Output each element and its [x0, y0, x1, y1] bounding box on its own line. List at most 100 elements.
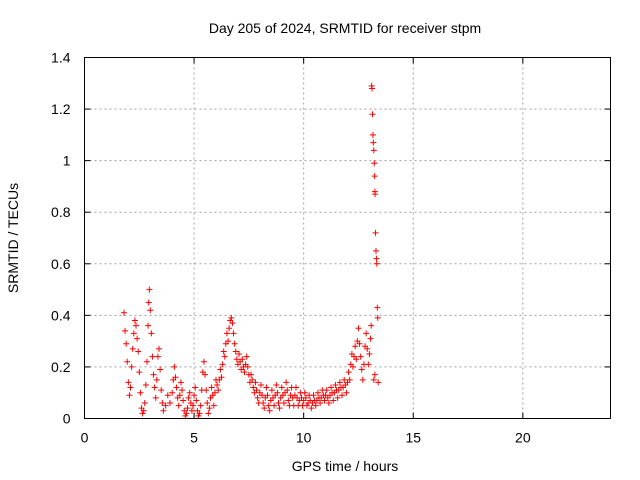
data-point — [303, 402, 310, 409]
data-point — [241, 369, 248, 376]
data-point — [203, 387, 210, 394]
data-point — [141, 400, 148, 407]
data-point — [139, 410, 146, 417]
data-point — [127, 384, 134, 391]
data-point — [369, 111, 376, 118]
data-point — [137, 389, 144, 396]
data-point — [140, 407, 147, 414]
data-point — [373, 260, 380, 267]
axis-ticks — [84, 57, 611, 419]
data-point — [136, 369, 143, 376]
data-point — [339, 392, 346, 399]
data-point — [202, 371, 209, 378]
data-point — [371, 173, 378, 180]
data-point — [169, 389, 176, 396]
data-point — [158, 387, 165, 394]
data-point — [371, 160, 378, 167]
data-point — [125, 379, 132, 386]
data-point — [191, 392, 198, 399]
data-point — [232, 348, 239, 355]
data-point — [250, 384, 257, 391]
data-point — [182, 412, 189, 419]
data-point — [186, 389, 193, 396]
data-point — [356, 340, 363, 347]
y-tick-label: 0.8 — [51, 204, 71, 220]
data-point — [254, 394, 261, 401]
chart-title: Day 205 of 2024, SRMTID for receiver stp… — [209, 20, 481, 36]
data-point — [368, 322, 375, 329]
data-point — [225, 338, 232, 345]
data-point — [193, 397, 200, 404]
data-point — [275, 400, 282, 407]
data-point — [126, 392, 133, 399]
x-tick-label: 5 — [190, 430, 198, 446]
data-point — [218, 374, 225, 381]
data-point — [220, 348, 227, 355]
data-point — [128, 363, 135, 370]
data-point — [367, 335, 374, 342]
data-point — [175, 402, 182, 409]
data-point — [268, 387, 275, 394]
data-point — [278, 384, 285, 391]
data-point — [280, 400, 287, 407]
data-point — [292, 384, 299, 391]
data-point — [257, 381, 264, 388]
data-point — [271, 402, 278, 409]
data-point — [265, 402, 272, 409]
data-point — [363, 330, 370, 337]
data-point — [145, 322, 152, 329]
y-tick-label: 0.6 — [51, 256, 71, 272]
x-tick-label: 20 — [515, 430, 531, 446]
data-point — [123, 340, 130, 347]
data-point — [180, 397, 187, 404]
y-axis-label: SRMTID / TECUs — [5, 183, 21, 293]
data-point — [253, 387, 260, 394]
data-point — [211, 389, 218, 396]
data-point — [147, 307, 154, 314]
x-tick-label: 0 — [81, 430, 89, 446]
data-point — [321, 397, 328, 404]
data-point — [145, 299, 152, 306]
data-point — [134, 335, 141, 342]
data-point — [184, 405, 191, 412]
data-point — [372, 191, 379, 198]
data-point — [357, 353, 364, 360]
data-point — [371, 371, 378, 378]
x-axis-label: GPS time / hours — [292, 458, 399, 474]
data-point — [153, 376, 160, 383]
data-point — [206, 405, 213, 412]
data-point — [130, 330, 137, 337]
data-point — [171, 363, 178, 370]
data-point — [185, 394, 192, 401]
data-point — [266, 407, 273, 414]
data-point — [273, 381, 280, 388]
data-point — [243, 353, 250, 360]
data-point — [142, 381, 149, 388]
data-point — [374, 314, 381, 321]
data-point — [188, 407, 195, 414]
data-point — [195, 412, 202, 419]
data-point — [308, 405, 315, 412]
data-point — [131, 317, 138, 324]
data-point — [148, 330, 155, 337]
data-point — [205, 410, 212, 417]
data-point — [177, 379, 184, 386]
data-point — [197, 402, 204, 409]
data-point — [120, 309, 127, 316]
data-point — [173, 384, 180, 391]
data-point — [372, 229, 379, 236]
data-point — [359, 376, 366, 383]
data-point — [176, 392, 183, 399]
data-point — [369, 85, 376, 92]
data-point — [157, 366, 164, 373]
data-point — [317, 400, 324, 407]
data-point — [353, 356, 360, 363]
data-point — [231, 340, 238, 347]
data-point — [366, 351, 373, 358]
data-point — [164, 392, 171, 399]
data-point — [370, 147, 377, 154]
data-point — [244, 363, 251, 370]
data-point — [301, 389, 308, 396]
data-point — [252, 379, 259, 386]
data-point — [223, 330, 230, 337]
